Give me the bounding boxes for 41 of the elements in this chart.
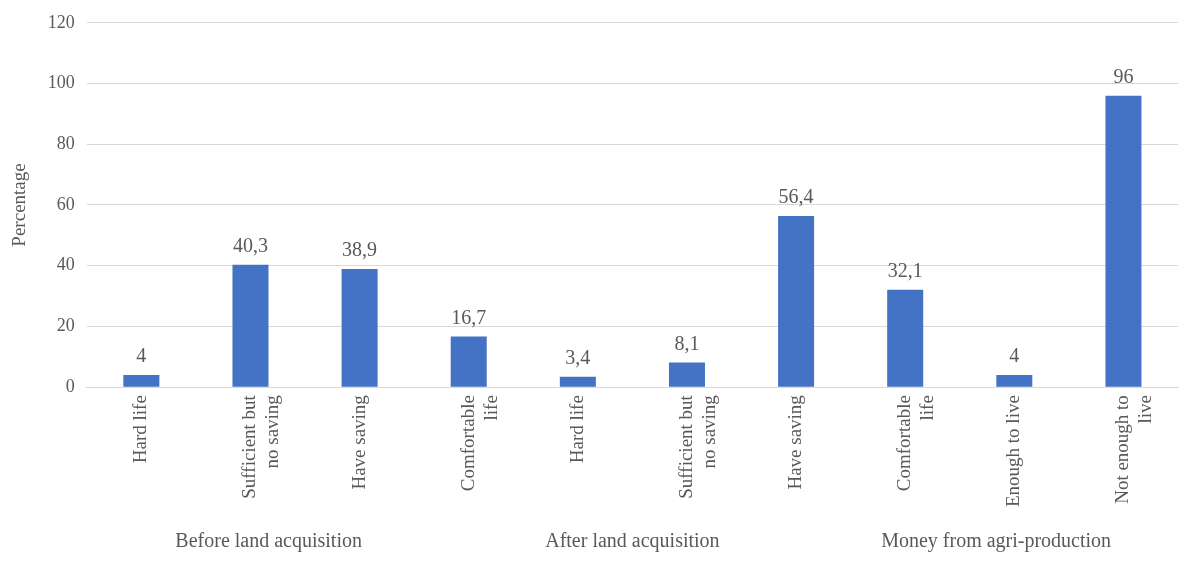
data-label: 40,3 — [232, 234, 268, 257]
y-tick-label: 0 — [65, 375, 75, 396]
data-label: 4 — [136, 344, 147, 367]
data-label: 38,9 — [342, 238, 378, 261]
x-tick-label: Comfortable life — [893, 395, 937, 492]
x-tick-label: Comfortable life — [456, 395, 501, 492]
x-tick-label: Not enough to live — [1111, 395, 1156, 504]
bar — [450, 336, 487, 387]
data-label: 96 — [1113, 64, 1134, 87]
text: After land acquisition — [545, 529, 720, 552]
data-label: 56,4 — [778, 185, 814, 208]
data-label: 4 — [1009, 344, 1020, 367]
text: Money from agri-production — [881, 529, 1112, 552]
y-tick-label: 100 — [47, 72, 75, 93]
bar — [996, 374, 1033, 387]
y-tick-label: 60 — [56, 193, 75, 214]
y-tick-label: 40 — [56, 254, 75, 275]
x-tick-label: Sufficient but no saving — [238, 394, 283, 499]
data-label: 32,1 — [887, 258, 923, 281]
bar — [232, 264, 269, 387]
x-tick-label: Hard life — [129, 395, 151, 464]
bar — [1105, 95, 1142, 387]
y-tick-label: 20 — [56, 315, 75, 336]
bar — [778, 215, 815, 387]
text: Before land acquisition — [175, 529, 362, 552]
bar — [668, 362, 705, 387]
x-tick-label: Hard life — [565, 395, 587, 464]
data-label: 16,7 — [451, 305, 487, 328]
y-axis-title: Percentage — [8, 163, 30, 247]
bar — [341, 269, 378, 387]
data-label: 3,4 — [565, 346, 591, 369]
x-tick-label: Have saving — [784, 394, 806, 490]
bar — [559, 376, 596, 387]
bar — [887, 289, 924, 387]
x-tick-label: Have saving — [347, 394, 369, 490]
data-label: 8,1 — [674, 331, 700, 354]
y-tick-label: 120 — [47, 11, 75, 32]
x-tick-label: Enough to live — [1002, 395, 1024, 508]
y-tick-label: 80 — [56, 132, 75, 153]
bar — [123, 374, 160, 387]
x-tick-label: Sufficient but no saving — [674, 394, 719, 499]
